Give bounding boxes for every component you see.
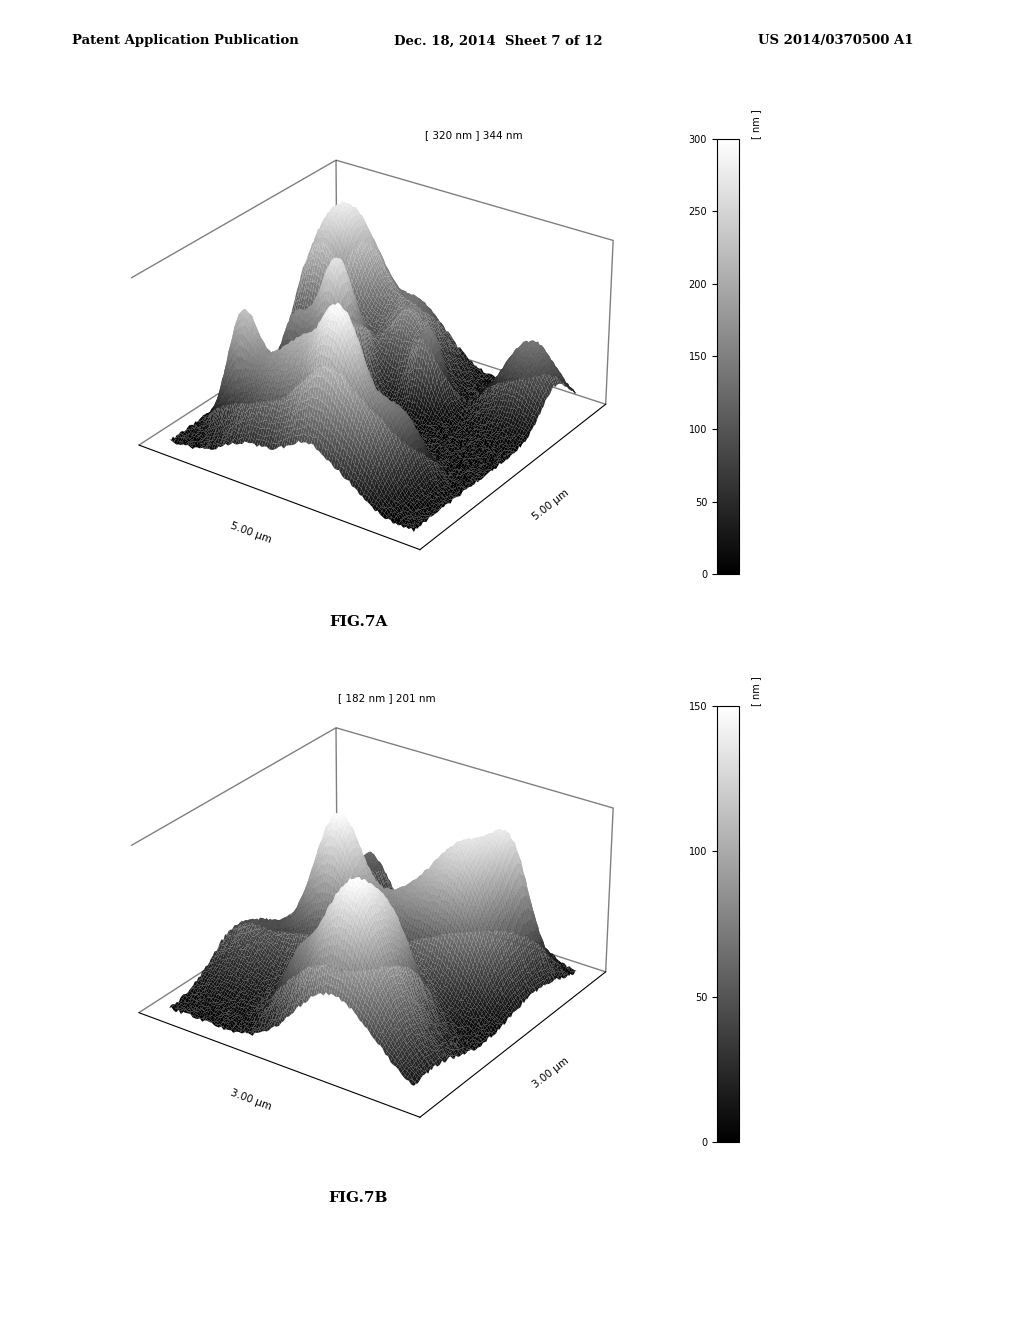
Text: FIG.7B: FIG.7B [329, 1191, 388, 1205]
Text: Patent Application Publication: Patent Application Publication [72, 34, 298, 48]
Text: [ 320 nm ] 344 nm: [ 320 nm ] 344 nm [425, 129, 522, 140]
X-axis label: 3.00 μm: 3.00 μm [228, 1088, 272, 1113]
Text: [ nm ]: [ nm ] [751, 108, 761, 139]
Text: [ 182 nm ] 201 nm: [ 182 nm ] 201 nm [338, 693, 435, 704]
Text: US 2014/0370500 A1: US 2014/0370500 A1 [758, 34, 913, 48]
Text: FIG.7A: FIG.7A [329, 615, 388, 630]
Text: [ nm ]: [ nm ] [751, 676, 761, 706]
X-axis label: 5.00 μm: 5.00 μm [228, 520, 272, 545]
Y-axis label: 3.00 μm: 3.00 μm [530, 1055, 571, 1089]
Text: Dec. 18, 2014  Sheet 7 of 12: Dec. 18, 2014 Sheet 7 of 12 [394, 34, 603, 48]
Y-axis label: 5.00 μm: 5.00 μm [530, 487, 571, 521]
